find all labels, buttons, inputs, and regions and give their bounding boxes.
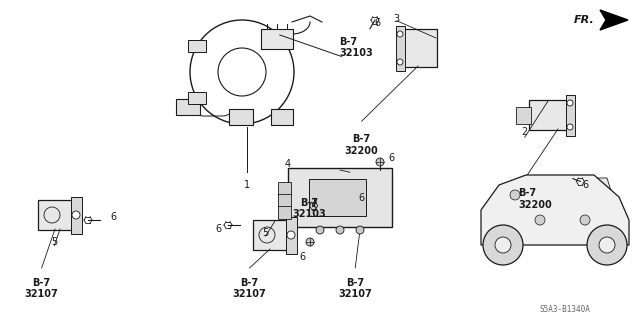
Text: B-7
32103: B-7 32103 bbox=[339, 37, 373, 58]
FancyBboxPatch shape bbox=[529, 100, 567, 130]
Circle shape bbox=[599, 237, 615, 253]
FancyBboxPatch shape bbox=[261, 29, 293, 49]
Polygon shape bbox=[561, 178, 617, 210]
Circle shape bbox=[336, 226, 344, 234]
FancyBboxPatch shape bbox=[271, 109, 293, 125]
Text: 6: 6 bbox=[582, 180, 589, 190]
Circle shape bbox=[510, 190, 520, 200]
Text: 6: 6 bbox=[216, 224, 222, 234]
Text: 3: 3 bbox=[394, 14, 400, 24]
Text: 6: 6 bbox=[110, 212, 116, 222]
Circle shape bbox=[495, 237, 511, 253]
Circle shape bbox=[376, 158, 384, 166]
Circle shape bbox=[397, 59, 403, 65]
Text: B-7
32107: B-7 32107 bbox=[25, 278, 58, 299]
FancyBboxPatch shape bbox=[285, 217, 296, 254]
Text: B-7
32103: B-7 32103 bbox=[292, 198, 326, 219]
FancyBboxPatch shape bbox=[253, 220, 287, 250]
FancyBboxPatch shape bbox=[70, 197, 81, 234]
Circle shape bbox=[483, 225, 523, 265]
Circle shape bbox=[306, 238, 314, 246]
FancyBboxPatch shape bbox=[515, 107, 531, 123]
FancyBboxPatch shape bbox=[188, 40, 206, 52]
Circle shape bbox=[567, 124, 573, 130]
Circle shape bbox=[587, 225, 627, 265]
Circle shape bbox=[567, 100, 573, 106]
Text: 1: 1 bbox=[244, 180, 250, 190]
FancyBboxPatch shape bbox=[229, 109, 253, 125]
Text: 6: 6 bbox=[374, 18, 381, 28]
FancyBboxPatch shape bbox=[278, 205, 291, 219]
Circle shape bbox=[287, 231, 295, 239]
Text: 6: 6 bbox=[358, 193, 365, 203]
Text: 5: 5 bbox=[262, 228, 269, 238]
Text: 5: 5 bbox=[51, 237, 58, 248]
FancyBboxPatch shape bbox=[278, 194, 291, 206]
Text: 6: 6 bbox=[299, 252, 305, 262]
Circle shape bbox=[72, 211, 80, 219]
FancyBboxPatch shape bbox=[309, 179, 366, 216]
Text: B-7
32200: B-7 32200 bbox=[518, 188, 552, 210]
FancyBboxPatch shape bbox=[399, 29, 437, 67]
Text: 2: 2 bbox=[522, 127, 528, 137]
FancyBboxPatch shape bbox=[188, 92, 206, 104]
Polygon shape bbox=[600, 10, 628, 30]
Text: 4: 4 bbox=[285, 159, 291, 169]
Text: FR.: FR. bbox=[574, 15, 595, 25]
Circle shape bbox=[535, 215, 545, 225]
FancyBboxPatch shape bbox=[396, 26, 404, 70]
Text: B-7
32107: B-7 32107 bbox=[233, 278, 266, 299]
Polygon shape bbox=[501, 178, 559, 210]
Text: B-7
32200: B-7 32200 bbox=[345, 134, 378, 156]
Circle shape bbox=[316, 226, 324, 234]
FancyBboxPatch shape bbox=[288, 168, 392, 227]
Text: 5: 5 bbox=[310, 203, 317, 212]
Text: B-7
32107: B-7 32107 bbox=[339, 278, 372, 299]
Circle shape bbox=[397, 31, 403, 37]
FancyBboxPatch shape bbox=[176, 99, 200, 115]
Text: 6: 6 bbox=[388, 153, 394, 163]
Polygon shape bbox=[481, 175, 629, 245]
FancyBboxPatch shape bbox=[278, 182, 291, 195]
FancyBboxPatch shape bbox=[38, 200, 72, 230]
Circle shape bbox=[356, 226, 364, 234]
FancyBboxPatch shape bbox=[566, 94, 575, 136]
Circle shape bbox=[580, 215, 590, 225]
Text: S5A3-B1340A: S5A3-B1340A bbox=[539, 305, 590, 314]
